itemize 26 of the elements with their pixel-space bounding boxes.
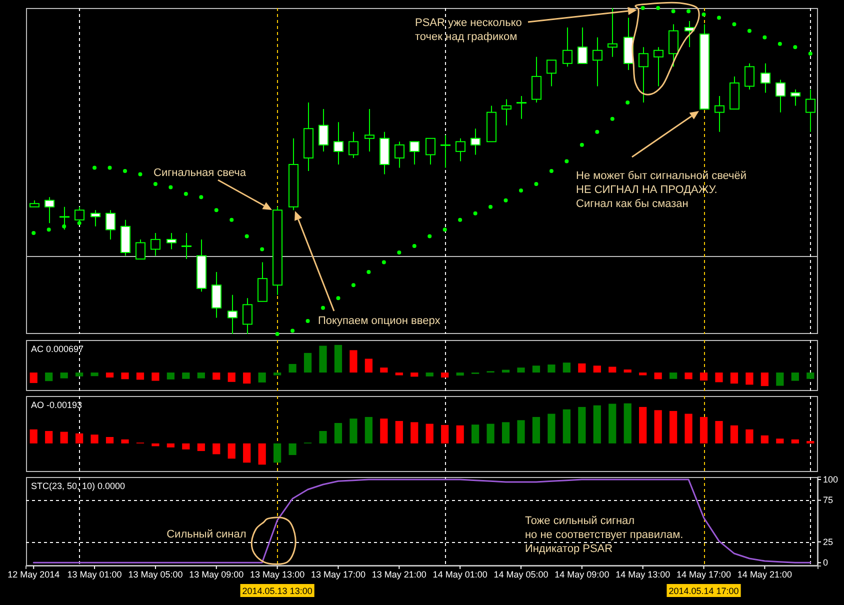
x-tick-label: 13 May 01:00 [67, 569, 122, 580]
annotation: Сигнальная свеча [154, 167, 247, 179]
x-tick-label: 14 May 09:00 [554, 569, 610, 580]
y-tick-label: 25 [823, 536, 834, 547]
y-tick-label: 100 [823, 474, 838, 484]
annotation: Покупаем опцион вверх [318, 315, 441, 327]
y-tick-label: 75 [823, 495, 834, 506]
annotation: Не может быт сигнальной свечёй НЕ СИГНАЛ НА ПРОДАЖУ. Сигнал как бы смазан [576, 170, 747, 210]
chart-title: AC 0.000697 [31, 344, 84, 354]
x-tick-label: 14 May 17:00 [676, 569, 732, 580]
x-tick-label: 13 May 21:00 [372, 569, 426, 580]
annotation: Тоже сильный сигнал но не соответствует правилам. Индикатор PSAR [524, 515, 684, 556]
x-tick-label: 12 May 2014 [8, 569, 60, 580]
x-tick-label: 14 May 13:00 [616, 569, 670, 580]
annotation: Сильный синал [166, 528, 246, 540]
annotation: PSAR уже несколько точек над графиком [415, 17, 522, 43]
y-tick-label: 0 [823, 558, 828, 568]
x-tick-label: 13 May 05:00 [128, 569, 183, 580]
chart-title: AO -0.00193 [31, 400, 82, 410]
x-tick-label: 14 May 05:00 [494, 569, 548, 580]
x-tick-label: 13 May 09:00 [189, 569, 244, 580]
x-tick-label: 14 May 21:00 [737, 569, 792, 580]
x-tick-label: 13 May 13:00 [250, 569, 305, 580]
x-tick-label: 13 May 17:00 [310, 569, 366, 580]
text: STC(23, 50, 10) 0.0000 [31, 481, 126, 491]
x-tick-label: 14 May 01:00 [432, 569, 488, 580]
